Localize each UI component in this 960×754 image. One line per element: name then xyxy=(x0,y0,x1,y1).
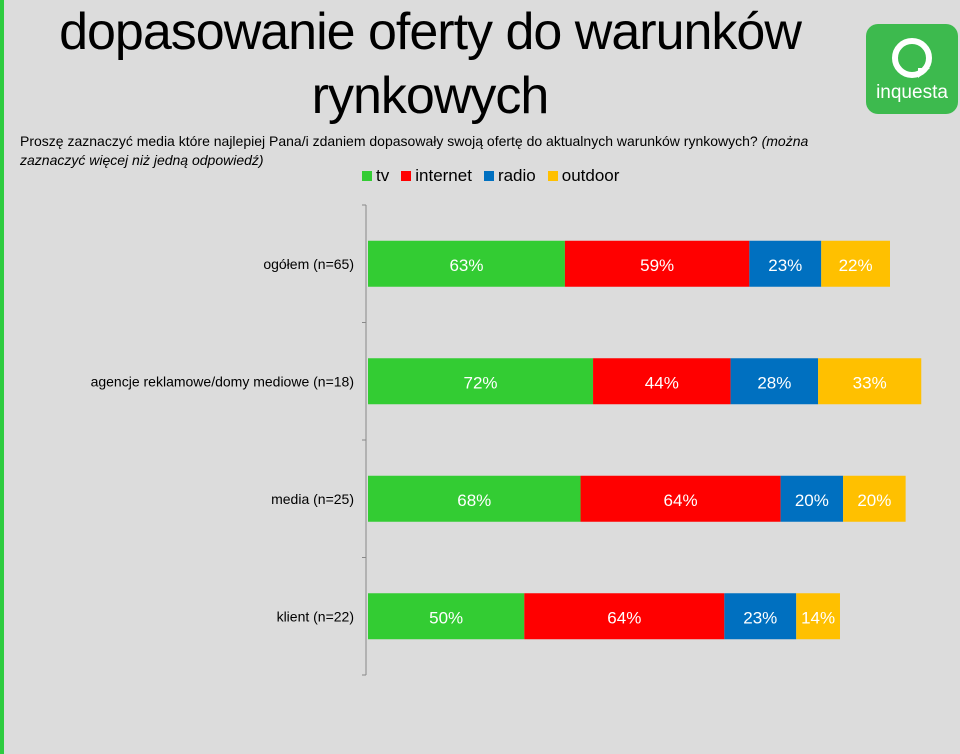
data-label-radio: 28% xyxy=(757,373,791,392)
chart-legend: tv internet radio outdoor xyxy=(362,166,619,186)
data-label-radio: 23% xyxy=(743,608,777,627)
data-label-radio: 23% xyxy=(768,256,802,275)
legend-item-tv: tv xyxy=(362,166,389,186)
bar-segment-outdoor xyxy=(818,358,922,405)
category-label: ogółem (n=65) xyxy=(263,256,354,272)
legend-swatch xyxy=(547,171,558,181)
data-label-tv: 63% xyxy=(449,256,483,275)
data-label-tv: 50% xyxy=(429,608,463,627)
bar-segment-outdoor xyxy=(796,593,840,640)
data-label-outdoor: 22% xyxy=(839,256,873,275)
speech-bubble-tail xyxy=(918,68,930,78)
category-label: agencje reklamowe/domy mediowe (n=18) xyxy=(91,373,354,389)
data-label-internet: 64% xyxy=(607,608,641,627)
legend-swatch xyxy=(483,171,494,181)
bar-segment-tv xyxy=(368,240,565,287)
category-label: media (n=25) xyxy=(271,491,354,507)
legend-label: radio xyxy=(497,166,536,185)
question: Proszę zaznaczyć media które najlepiej P… xyxy=(20,133,758,149)
bar-segment-internet xyxy=(593,358,731,405)
bar-segment-internet xyxy=(524,593,725,640)
legend-label: internet xyxy=(415,166,472,185)
question-text: Proszę zaznaczyć media które najlepiej P… xyxy=(20,132,820,170)
logo-text: inquesta xyxy=(876,82,948,103)
legend-item-radio: radio xyxy=(483,166,536,186)
data-label-internet: 44% xyxy=(645,373,679,392)
legend-label: outdoor xyxy=(561,166,620,185)
question-note: (można zaznaczyć więcej niż jedną odpowi… xyxy=(20,133,809,168)
data-label-internet: 64% xyxy=(664,491,698,510)
bar-segment-radio xyxy=(780,475,844,522)
data-label-internet: 59% xyxy=(640,256,674,275)
category-label: klient (n=22) xyxy=(277,608,354,624)
inquesta-logo: inquesta xyxy=(866,24,958,114)
data-label-outdoor: 14% xyxy=(801,608,835,627)
bar-segment-radio xyxy=(749,240,822,287)
legend-label: tv xyxy=(376,166,390,185)
page-title: dopasowanie oferty do warunków rynkowych xyxy=(59,3,802,125)
legend-item-outdoor: outdoor xyxy=(547,166,620,186)
data-label-radio: 20% xyxy=(795,491,829,510)
bar-segment-outdoor xyxy=(843,475,906,522)
bar-segment-tv xyxy=(368,593,525,640)
bar-segment-radio xyxy=(730,358,819,405)
legend-swatch xyxy=(401,171,412,181)
speech-bubble-icon xyxy=(892,38,932,78)
bar-segment-radio xyxy=(724,593,797,640)
bar-segment-outdoor xyxy=(821,240,890,287)
bar-segment-internet xyxy=(580,475,781,522)
bar-segment-tv xyxy=(368,475,581,522)
legend-swatch xyxy=(362,171,372,181)
left-accent-stripe xyxy=(0,0,4,754)
data-label-tv: 68% xyxy=(457,491,491,510)
bar-segment-tv xyxy=(368,358,594,405)
data-label-tv: 72% xyxy=(464,373,498,392)
data-label-outdoor: 20% xyxy=(857,491,891,510)
data-label-outdoor: 33% xyxy=(853,373,887,392)
legend-item-internet: internet xyxy=(401,166,472,186)
bar-segment-internet xyxy=(564,240,750,287)
